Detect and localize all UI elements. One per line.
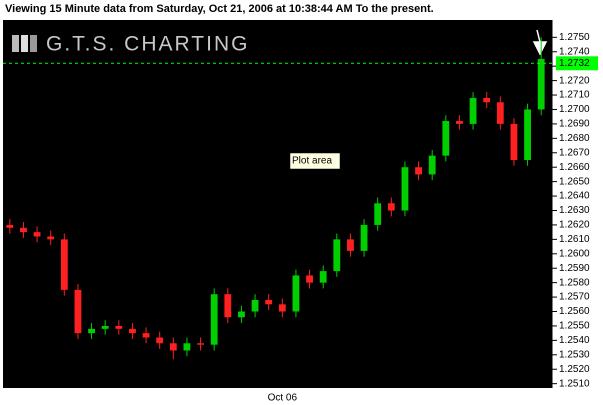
- candle-body: [278, 304, 286, 312]
- last-price-label: 1.2732: [559, 58, 590, 69]
- candle-body: [33, 232, 41, 237]
- candle-body: [333, 239, 341, 272]
- candle-body: [360, 224, 368, 251]
- candle-body: [169, 343, 177, 351]
- arrow: [532, 29, 548, 56]
- candle-body: [415, 167, 422, 175]
- candle-body: [20, 227, 27, 233]
- y-tick-label: 1.2620: [559, 220, 590, 231]
- annotation-box: Plot area: [289, 152, 341, 170]
- candle-body: [387, 203, 395, 211]
- logo-bar: [30, 35, 37, 52]
- y-tick-label: 1.2690: [559, 119, 590, 130]
- candle-body: [129, 328, 136, 334]
- candle-body: [238, 311, 245, 318]
- y-tick-label: 1.2680: [559, 133, 590, 144]
- candle-body: [88, 328, 95, 334]
- y-tick-label: 1.2640: [559, 191, 590, 202]
- watermark: G.T.S. CHARTING: [46, 33, 249, 56]
- annotation: Plot area: [292, 156, 332, 167]
- candle-body: [251, 299, 259, 312]
- candle-body: [183, 343, 191, 351]
- y-tick-label: 1.2750: [559, 32, 590, 43]
- candle-body: [374, 203, 382, 225]
- candle-body: [510, 123, 518, 160]
- candle-body: [265, 299, 273, 305]
- candle-body: [496, 102, 504, 124]
- y-tick-label: 1.2590: [559, 263, 590, 274]
- candle-body: [469, 97, 477, 124]
- y-tick-label: 1.2720: [559, 75, 590, 86]
- y-tick-label: 1.2520: [559, 364, 590, 375]
- y-tick-label: 1.2530: [559, 349, 590, 360]
- candle-body: [74, 289, 82, 334]
- candle-body: [306, 275, 313, 283]
- last-price-box: [556, 56, 598, 71]
- y-tick-label: 1.2700: [559, 104, 590, 115]
- candle-body: [6, 224, 14, 228]
- logo: G.T.S. CHARTING: [12, 33, 249, 56]
- x-tick-label: Oct 06: [268, 393, 298, 404]
- y-tick-label: 1.2740: [559, 46, 590, 57]
- y-tick-label: 1.2660: [559, 162, 590, 173]
- candle-body: [197, 343, 204, 345]
- chart-title: Viewing 15 Minute data from Saturday, Oc…: [5, 3, 434, 15]
- candle-body: [401, 167, 409, 211]
- logo-bar: [21, 35, 28, 52]
- y-tick-label: 1.2570: [559, 292, 590, 303]
- y-tick-label: 1.2710: [559, 90, 590, 101]
- candle-body: [483, 97, 491, 103]
- candle-body: [101, 325, 109, 329]
- y-tick-label: 1.2560: [559, 306, 590, 317]
- y-tick-label: 1.2540: [559, 335, 590, 346]
- y-tick-label: 1.2630: [559, 205, 590, 216]
- candle-body: [142, 333, 150, 338]
- candle-body: [428, 155, 436, 175]
- y-tick-label: 1.2510: [559, 378, 590, 389]
- candle-body: [224, 294, 232, 318]
- candle-body: [456, 121, 463, 124]
- candle-body: [292, 275, 300, 312]
- annotation-bg: [289, 152, 341, 170]
- candle-body: [442, 121, 450, 156]
- y-tick-label: 1.2580: [559, 277, 590, 288]
- y-tick-label: 1.2670: [559, 147, 590, 158]
- candle-body: [60, 239, 68, 290]
- plot-area: [3, 20, 552, 388]
- candle-body: [47, 236, 55, 240]
- y-tick-label: 1.2610: [559, 234, 590, 245]
- candle-body: [537, 58, 545, 110]
- logo-bar: [12, 35, 19, 52]
- candle-body: [524, 109, 531, 160]
- y-tick-label: 1.2650: [559, 176, 590, 187]
- candle-body: [319, 271, 327, 283]
- candle-body: [156, 337, 164, 344]
- candle-body: [347, 239, 354, 251]
- candle-body: [115, 325, 123, 329]
- candle-body: [210, 294, 218, 345]
- y-tick-label: 1.2550: [559, 321, 590, 332]
- y-tick-label: 1.2600: [559, 248, 590, 259]
